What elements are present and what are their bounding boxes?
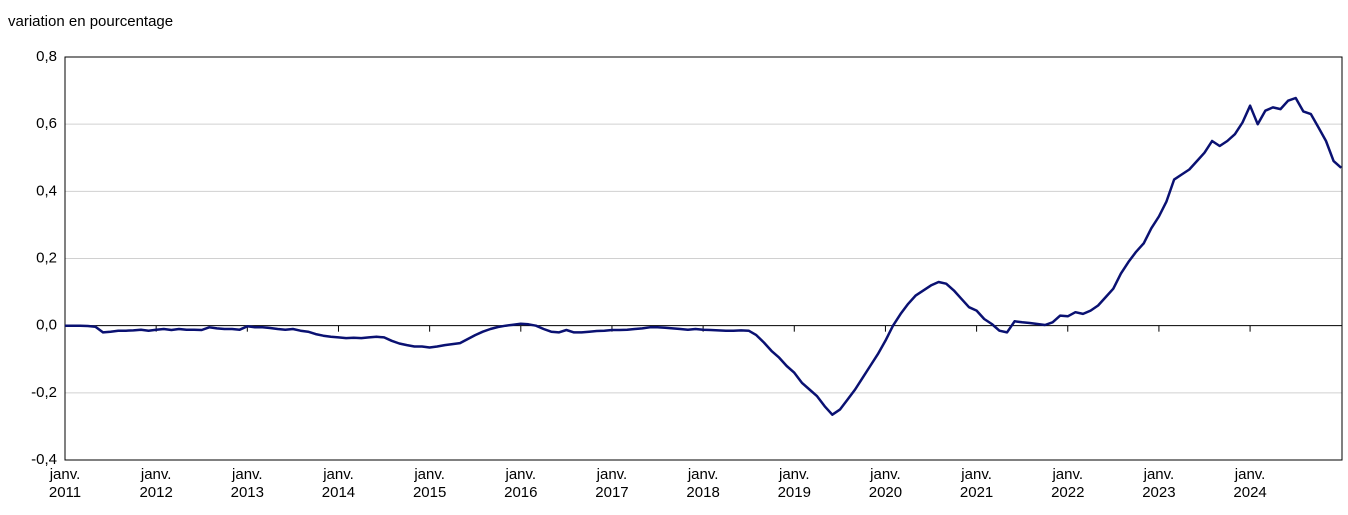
x-tick-label: janv. 2023: [1142, 466, 1175, 501]
y-tick-label: 0,4: [36, 182, 57, 199]
plot-frame: [64, 56, 1343, 461]
y-tick-label: 0,6: [36, 115, 57, 132]
x-tick-label: janv. 2020: [869, 466, 902, 501]
y-tick-label: 0,2: [36, 249, 57, 266]
x-tick-label: janv. 2019: [778, 466, 811, 501]
y-tick-label: -0,4: [31, 451, 57, 468]
x-tick-label: janv. 2024: [1233, 466, 1266, 501]
y-axis-label: variation en pourcentage: [8, 13, 173, 30]
y-tick-label: 0,0: [36, 317, 57, 334]
x-tick-label: janv. 2018: [686, 466, 719, 501]
line-series: [65, 96, 1343, 416]
x-tick-label: janv. 2015: [413, 466, 446, 501]
x-tick-label: janv. 2014: [322, 466, 355, 501]
x-tick-label: janv. 2022: [1051, 466, 1084, 501]
x-tick-label: janv. 2011: [49, 466, 81, 501]
x-tick-label: janv. 2021: [960, 466, 993, 501]
x-tick-label: janv. 2013: [231, 466, 264, 501]
x-tick-label: janv. 2017: [595, 466, 628, 501]
y-tick-label: 0,8: [36, 48, 57, 65]
y-tick-label: -0,2: [31, 384, 57, 401]
x-tick-label: janv. 2012: [139, 466, 172, 501]
x-tick-label: janv. 2016: [504, 466, 537, 501]
